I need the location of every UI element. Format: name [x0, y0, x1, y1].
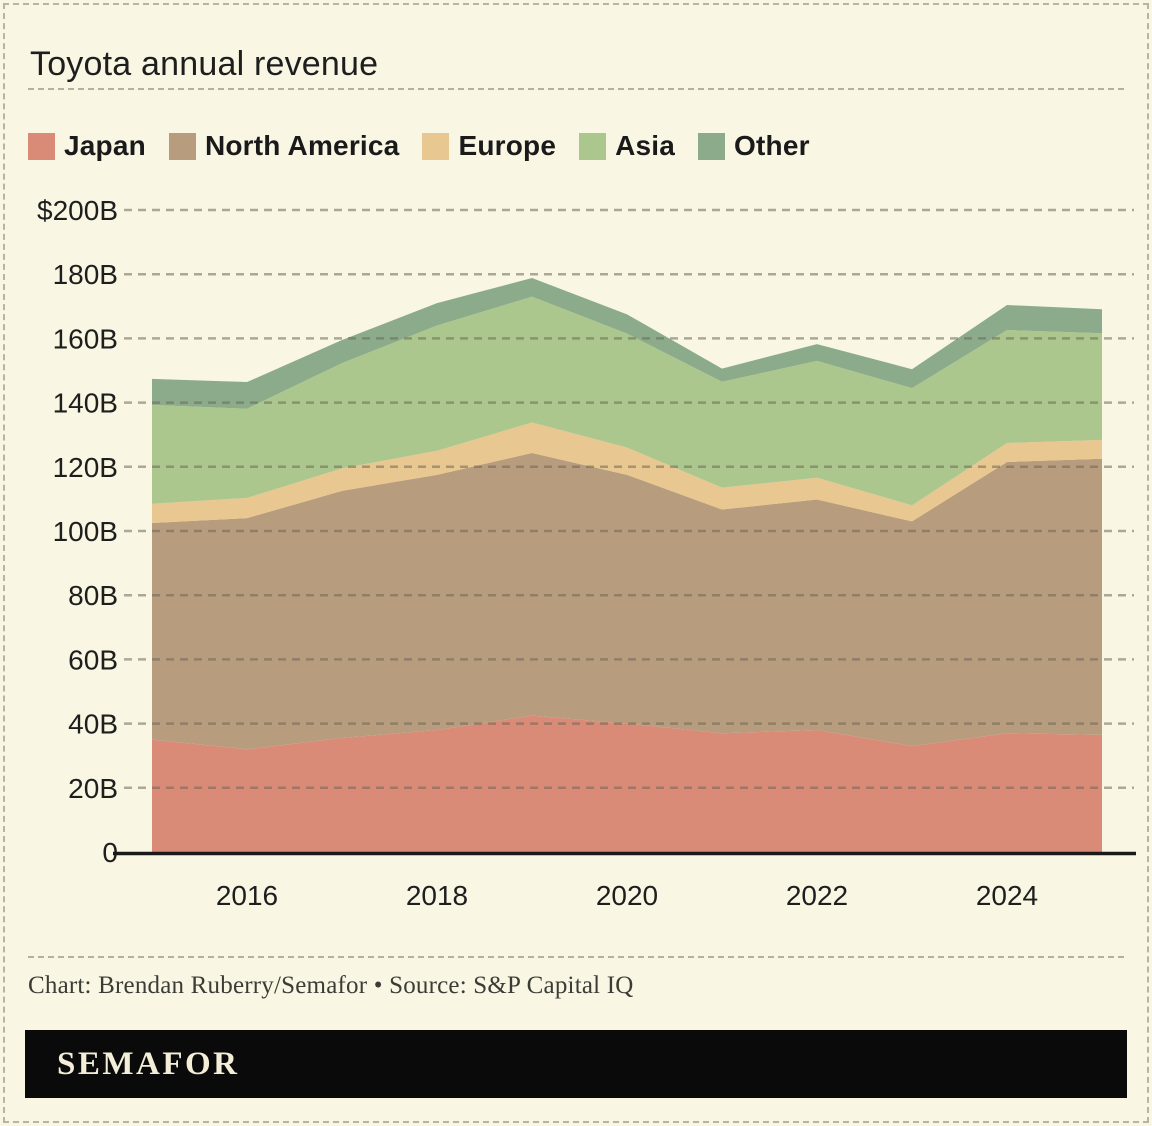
area-north-america [152, 452, 1102, 750]
x-tick-label-2020: 2020 [596, 880, 658, 911]
x-tick-label-2024: 2024 [976, 880, 1038, 911]
legend-swatch-other [698, 132, 726, 160]
legend-swatch-japan [28, 132, 55, 160]
x-tick-label-2018: 2018 [406, 880, 468, 911]
x-tick-label-2016: 2016 [216, 880, 278, 911]
legend-item-other: Other [698, 130, 810, 162]
area-japan [152, 715, 1102, 852]
chart-title: Toyota annual revenue [30, 44, 379, 83]
legend-item-japan: Japan [28, 130, 146, 162]
semafor-logo: SEMAFOR [57, 1045, 240, 1082]
revenue-area-chart: $200B 180B 160B 140B 120B 100B 80B 60B 40B 20B 0 20… [37, 195, 1136, 911]
y-tick-label-100: 100B [53, 516, 118, 547]
area-other [152, 278, 1102, 409]
legend: Japan North America Europe Asia Other [28, 130, 833, 162]
legend-item-asia: Asia [579, 130, 675, 162]
y-tick-label-80: 80B [68, 580, 118, 611]
legend-item-europe: Europe [422, 130, 556, 162]
y-tick-label-0: 0 [102, 837, 118, 868]
y-tick-label-200: $200B [37, 195, 118, 226]
y-tick-label-20: 20B [68, 773, 118, 804]
y-tick-label-40: 40B [68, 709, 118, 740]
legend-label-north-america: North America [204, 130, 400, 161]
y-tick-label-140: 140B [53, 388, 118, 419]
area-europe [152, 422, 1102, 523]
x-tick-label-2022: 2022 [786, 880, 848, 911]
y-tick-label-180: 180B [53, 259, 118, 290]
legend-swatch-north-america [168, 132, 196, 160]
legend-swatch-asia [579, 132, 607, 160]
area-asia [152, 296, 1102, 506]
legend-label-asia: Asia [615, 130, 676, 161]
legend-label-japan: Japan [64, 130, 146, 161]
title-separator [28, 88, 1124, 90]
y-tick-label-160: 160B [53, 323, 118, 354]
legend-label-europe: Europe [458, 130, 557, 161]
credit-line: Chart: Brendan Ruberry/Semafor • Source:… [28, 972, 634, 999]
footer-separator [28, 956, 1124, 958]
y-tick-label-60: 60B [68, 644, 118, 675]
legend-swatch-europe [422, 132, 450, 160]
legend-label-other: Other [734, 130, 810, 161]
y-tick-label-120: 120B [53, 452, 118, 483]
semafor-logo-bar: SEMAFOR [25, 1030, 1127, 1098]
legend-item-north-america: North America [168, 130, 400, 162]
